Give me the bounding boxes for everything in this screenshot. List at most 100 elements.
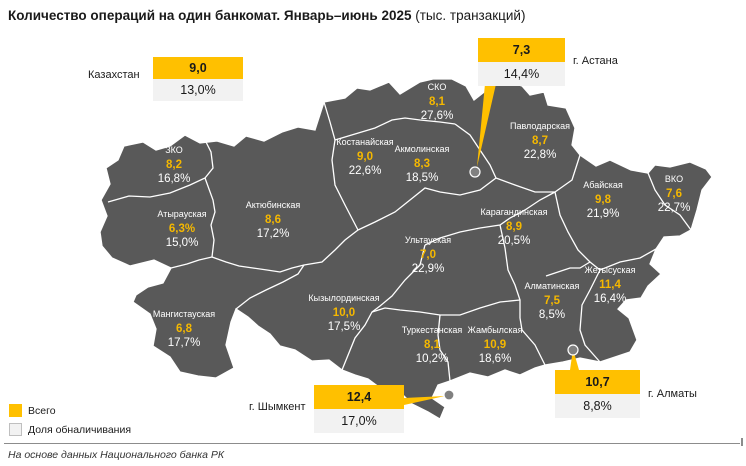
region-total: 9,8 [595, 194, 612, 206]
kazakhstan-cash-share: 13,0% [153, 79, 243, 101]
shymkent-marker [443, 389, 455, 401]
region-name: Абайская [583, 180, 623, 190]
region-name: Павлодарская [510, 121, 570, 131]
title-main: Количество операций на один банкомат. Ян… [8, 8, 412, 23]
region-name: Жетысуская [585, 265, 636, 275]
region-name: ЗКО [165, 145, 183, 155]
region-cash-share: 17,2% [257, 228, 290, 240]
region-total: 8,1 [429, 96, 446, 108]
legend-total: Всего [9, 404, 56, 417]
region-label: СКО 8,1 27,6% [421, 82, 454, 122]
region-label: Карагандинская 8,9 20,5% [480, 207, 547, 247]
footer-divider [4, 443, 740, 444]
region-cash-share: 22,9% [412, 263, 445, 275]
region-cash-share: 10,2% [416, 353, 449, 365]
region-label: Жетысуская 11,4 16,4% [585, 265, 636, 305]
region-label: Павлодарская 8,7 22,8% [510, 121, 570, 161]
region-cash-share: 21,9% [587, 208, 620, 220]
region-name: СКО [428, 82, 447, 92]
region-cash-share: 22,6% [349, 165, 382, 177]
region-total: 8,2 [166, 159, 182, 171]
region-total: 7,0 [420, 249, 436, 261]
region-total: 9,0 [357, 151, 373, 163]
region-cash-share: 22,8% [524, 149, 557, 161]
astana-callout [469, 84, 496, 178]
region-total: 7,6 [666, 188, 682, 200]
region-name: Актюбинская [246, 200, 301, 210]
region-label: Атырауская 6,3% 15,0% [157, 209, 206, 249]
almaty-marker [567, 344, 579, 356]
region-total: 8,1 [424, 339, 441, 351]
kazakhstan-label: Казахстан [88, 69, 140, 81]
region-name: Костанайская [336, 137, 393, 147]
legend-cash-share: Доля обналичивания [9, 423, 131, 436]
region-total: 6,8 [176, 323, 193, 335]
region-total: 8,6 [265, 214, 281, 226]
region-cash-share: 15,0% [166, 237, 199, 249]
legend-total-swatch [9, 404, 22, 417]
source-note: На основе данных Национального банка РК [8, 449, 225, 461]
title-units: (тыс. транзакций) [411, 8, 526, 23]
region-label: Туркестанская 8,1 10,2% [402, 325, 463, 365]
region-cash-share: 20,5% [498, 235, 531, 247]
region-total: 8,7 [532, 135, 548, 147]
region-label: Жамбылская 10,9 18,6% [468, 325, 523, 365]
region-label: Алматинская 7,5 8,5% [525, 281, 580, 321]
region-name: Акмолинская [395, 144, 450, 154]
legend-cash-share-label: Доля обналичивания [28, 423, 132, 436]
region-cash-share: 22,7% [658, 202, 691, 214]
region-label: Ультауская 7,0 22,9% [405, 235, 451, 275]
region-label: Костанайская 9,0 22,6% [336, 137, 393, 177]
region-name: Атырауская [157, 209, 206, 219]
shymkent-box: 12,4 17,0% [314, 385, 404, 433]
region-cash-share: 16,8% [158, 173, 191, 185]
region-total: 8,9 [506, 221, 522, 233]
region-total: 10,9 [484, 339, 506, 351]
region-labels: СКО 8,1 27,6% Костанайская 9,0 22,6% Акмолинск… [153, 82, 690, 365]
astana-box: 7,3 14,4% [478, 38, 565, 86]
almaty-cash-share: 8,8% [555, 394, 640, 418]
shymkent-cash-share: 17,0% [314, 409, 404, 433]
region-name: ВКО [665, 174, 683, 184]
almaty-total: 10,7 [555, 370, 640, 394]
chart-title: Количество операций на один банкомат. Ян… [8, 8, 525, 23]
country-silhouette [99, 78, 713, 420]
astana-cash-share: 14,4% [478, 62, 565, 86]
region-total: 6,3% [169, 223, 195, 235]
region-cash-share: 8,5% [539, 309, 565, 321]
shymkent-label: г. Шымкент [249, 401, 306, 413]
region-total: 8,3 [414, 158, 430, 170]
shymkent-total: 12,4 [314, 385, 404, 409]
astana-marker [469, 166, 481, 178]
legend-total-label: Всего [28, 404, 56, 417]
region-total: 7,5 [544, 295, 561, 307]
legend-cash-share-swatch [9, 423, 22, 436]
region-label: ВКО 7,6 22,7% [658, 174, 691, 214]
kazakhstan-total: 9,0 [153, 57, 243, 79]
region-name: Мангистауская [153, 309, 215, 319]
region-name: Алматинская [525, 281, 580, 291]
region-cash-share: 18,6% [479, 353, 512, 365]
region-cash-share: 17,7% [168, 337, 201, 349]
region-cash-share: 18,5% [406, 172, 439, 184]
region-cash-share: 17,5% [328, 321, 361, 333]
region-name: Туркестанская [402, 325, 463, 335]
region-label: Мангистауская 6,8 17,7% [153, 309, 215, 349]
region-name: Жамбылская [468, 325, 523, 335]
almaty-label: г. Алматы [648, 388, 697, 400]
region-label: Кызылординская 10,0 17,5% [308, 293, 379, 333]
region-label: Абайская 9,8 21,9% [583, 180, 623, 220]
region-borders [107, 101, 692, 382]
almaty-box: 10,7 8,8% [555, 370, 640, 418]
kazakhstan-box: 9,0 13,0% [153, 57, 243, 101]
region-name: Карагандинская [480, 207, 547, 217]
region-cash-share: 27,6% [421, 110, 454, 122]
footer-divider-tick [741, 438, 743, 446]
region-label: ЗКО 8,2 16,8% [158, 145, 191, 185]
almaty-callout [567, 344, 579, 370]
region-label: Акмолинская 8,3 18,5% [395, 144, 450, 184]
region-label: Актюбинская 8,6 17,2% [246, 200, 301, 240]
region-total: 11,4 [599, 279, 621, 291]
region-cash-share: 16,4% [594, 293, 627, 305]
